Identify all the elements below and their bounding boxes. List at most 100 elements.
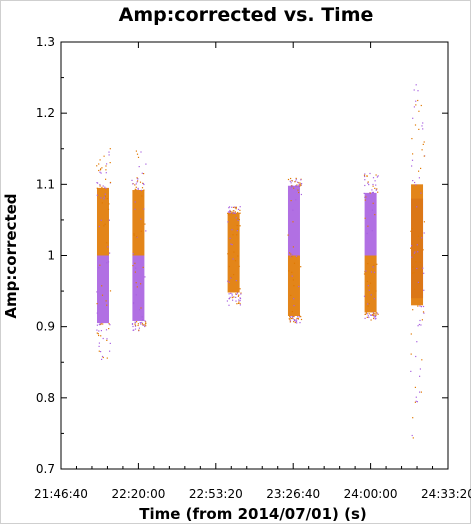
scatter-point <box>294 319 296 321</box>
scatter-point <box>297 181 299 183</box>
scatter-point <box>142 319 144 321</box>
scatter-point <box>100 335 102 337</box>
scatter-point <box>228 281 230 283</box>
scatter-point <box>101 202 103 204</box>
scatter-point <box>367 181 369 183</box>
scatter-point <box>295 320 298 322</box>
scatter-point <box>414 288 416 290</box>
scatter-point <box>232 212 234 214</box>
scatter-point <box>417 99 419 102</box>
scatter-point <box>410 370 412 372</box>
scatter-point <box>300 193 302 196</box>
scatter-point <box>144 323 147 325</box>
scatter-point <box>227 211 230 213</box>
scan-cluster-3 <box>226 206 242 306</box>
scatter-point <box>240 293 242 295</box>
scatter-point <box>293 319 295 322</box>
scatter-point <box>228 214 230 216</box>
scatter-point <box>421 149 423 151</box>
scatter-point <box>372 315 374 317</box>
scatter-point <box>299 182 301 184</box>
scatter-point <box>135 183 137 185</box>
scatter-point <box>233 212 235 214</box>
scatter-point <box>135 186 137 188</box>
scan-cluster-6 <box>410 84 426 439</box>
scatter-point <box>375 184 377 186</box>
scatter-point <box>145 325 147 327</box>
x-tick-label: 22:53:20 <box>189 487 243 501</box>
scatter-point <box>414 401 416 403</box>
scatter-point <box>412 180 414 182</box>
scatter-point <box>417 325 419 327</box>
scatter-point <box>290 294 292 296</box>
scatter-point <box>290 253 292 255</box>
scatter-point <box>233 274 235 276</box>
scatter-point <box>291 186 293 188</box>
scatter-point <box>298 191 300 194</box>
scatter-point <box>375 189 377 191</box>
scatter-point <box>103 198 105 200</box>
scatter-point <box>107 208 110 210</box>
scatter-point <box>365 312 367 314</box>
scatter-point <box>238 299 240 301</box>
scatter-point <box>377 175 379 177</box>
scatter-point <box>228 207 230 209</box>
scatter-point <box>96 324 98 326</box>
scatter-point <box>136 286 138 288</box>
scatter-point <box>292 246 294 248</box>
scatter-point <box>236 234 238 236</box>
scatter-point <box>237 219 239 221</box>
y-tick-label: 1.3 <box>36 35 55 49</box>
scatter-point <box>423 272 425 274</box>
scatter-point <box>372 202 374 204</box>
scatter-point <box>414 386 416 388</box>
scatter-point <box>137 323 139 325</box>
scatter-point <box>229 296 231 298</box>
scatter-point <box>294 321 296 324</box>
scatter-point <box>140 151 142 153</box>
scatter-point <box>293 321 295 323</box>
scatter-point <box>229 237 231 239</box>
scatter-point <box>376 312 378 314</box>
scatter-point <box>134 328 137 330</box>
scatter-point <box>299 316 301 318</box>
scatter-point <box>105 329 108 331</box>
scatter-point <box>291 255 293 258</box>
scatter-point <box>100 330 102 332</box>
scatter-point <box>98 334 100 337</box>
scatter-point <box>372 266 374 268</box>
purple-band <box>132 255 145 321</box>
scatter-point <box>103 225 105 227</box>
scatter-point <box>410 247 412 249</box>
scatter-point <box>233 296 235 298</box>
scatter-point <box>411 138 413 140</box>
scatter-point <box>375 290 377 292</box>
scatter-point <box>422 311 425 313</box>
scatter-point <box>134 321 136 323</box>
scan-cluster-5 <box>363 172 379 321</box>
scatter-point <box>369 192 371 194</box>
scatter-point <box>414 124 417 126</box>
scatter-point <box>291 254 294 256</box>
scatter-point <box>412 117 414 119</box>
scatter-point <box>291 275 293 277</box>
scatter-point <box>367 315 369 317</box>
purple-band <box>96 255 109 324</box>
x-tick-label: 23:26:40 <box>266 487 320 501</box>
scatter-point <box>231 293 233 295</box>
scatter-point <box>227 212 229 214</box>
scatter-point <box>419 305 421 307</box>
scatter-point <box>137 180 139 182</box>
scatter-point <box>103 155 105 157</box>
scatter-point <box>140 218 142 220</box>
scatter-point <box>421 237 423 239</box>
scatter-point <box>108 328 110 330</box>
scatter-point <box>289 252 291 254</box>
scatter-point <box>295 177 297 179</box>
scatter-point <box>109 148 111 150</box>
scatter-point <box>423 312 425 314</box>
scatter-point <box>420 104 422 107</box>
scatter-point <box>141 172 143 174</box>
scatter-point <box>418 170 420 172</box>
scatter-point <box>105 169 107 171</box>
